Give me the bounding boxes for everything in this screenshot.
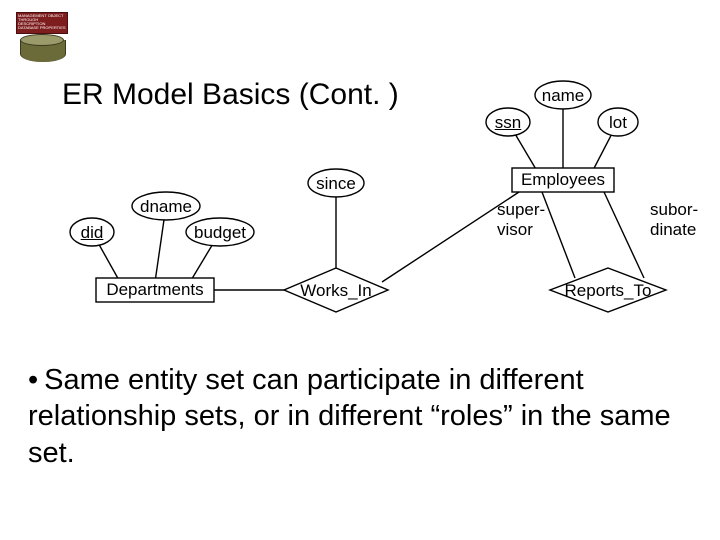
attr-ssn: ssn bbox=[491, 113, 525, 133]
slide-logo: MANAGEMENT OBJECT THROUGH DESCRIPTION DA… bbox=[16, 12, 68, 64]
slide-title: ER Model Basics (Cont. ) bbox=[62, 78, 399, 112]
attr-did: did bbox=[76, 223, 108, 243]
attr-dname: dname bbox=[137, 197, 195, 217]
logo-line3: DATABASE PROPERTIES bbox=[18, 25, 66, 30]
role-subordinate-l2: dinate bbox=[650, 220, 696, 239]
role-subordinate-l1: subor- bbox=[650, 200, 698, 219]
bullet-content: Same entity set can participate in diffe… bbox=[28, 364, 671, 469]
entity-departments: Departments bbox=[96, 280, 214, 300]
entity-employees: Employees bbox=[512, 170, 614, 190]
rel-works-in: Works_In bbox=[296, 281, 376, 301]
role-supervisor-l2: visor bbox=[497, 220, 533, 239]
bullet-dot: • bbox=[28, 362, 38, 398]
attr-name: name bbox=[540, 86, 586, 106]
rel-reports-to: Reports_To bbox=[560, 281, 656, 301]
role-supervisor: super- visor bbox=[497, 200, 545, 240]
logo-text-block: MANAGEMENT OBJECT THROUGH DESCRIPTION DA… bbox=[16, 12, 68, 34]
logo-cylinder-top bbox=[20, 34, 64, 46]
attr-budget: budget bbox=[191, 223, 249, 243]
role-subordinate: subor- dinate bbox=[650, 200, 698, 240]
attr-lot: lot bbox=[603, 113, 633, 133]
role-supervisor-l1: super- bbox=[497, 200, 545, 219]
bullet-point: •Same entity set can participate in diff… bbox=[28, 362, 698, 471]
attr-since: since bbox=[313, 174, 359, 194]
